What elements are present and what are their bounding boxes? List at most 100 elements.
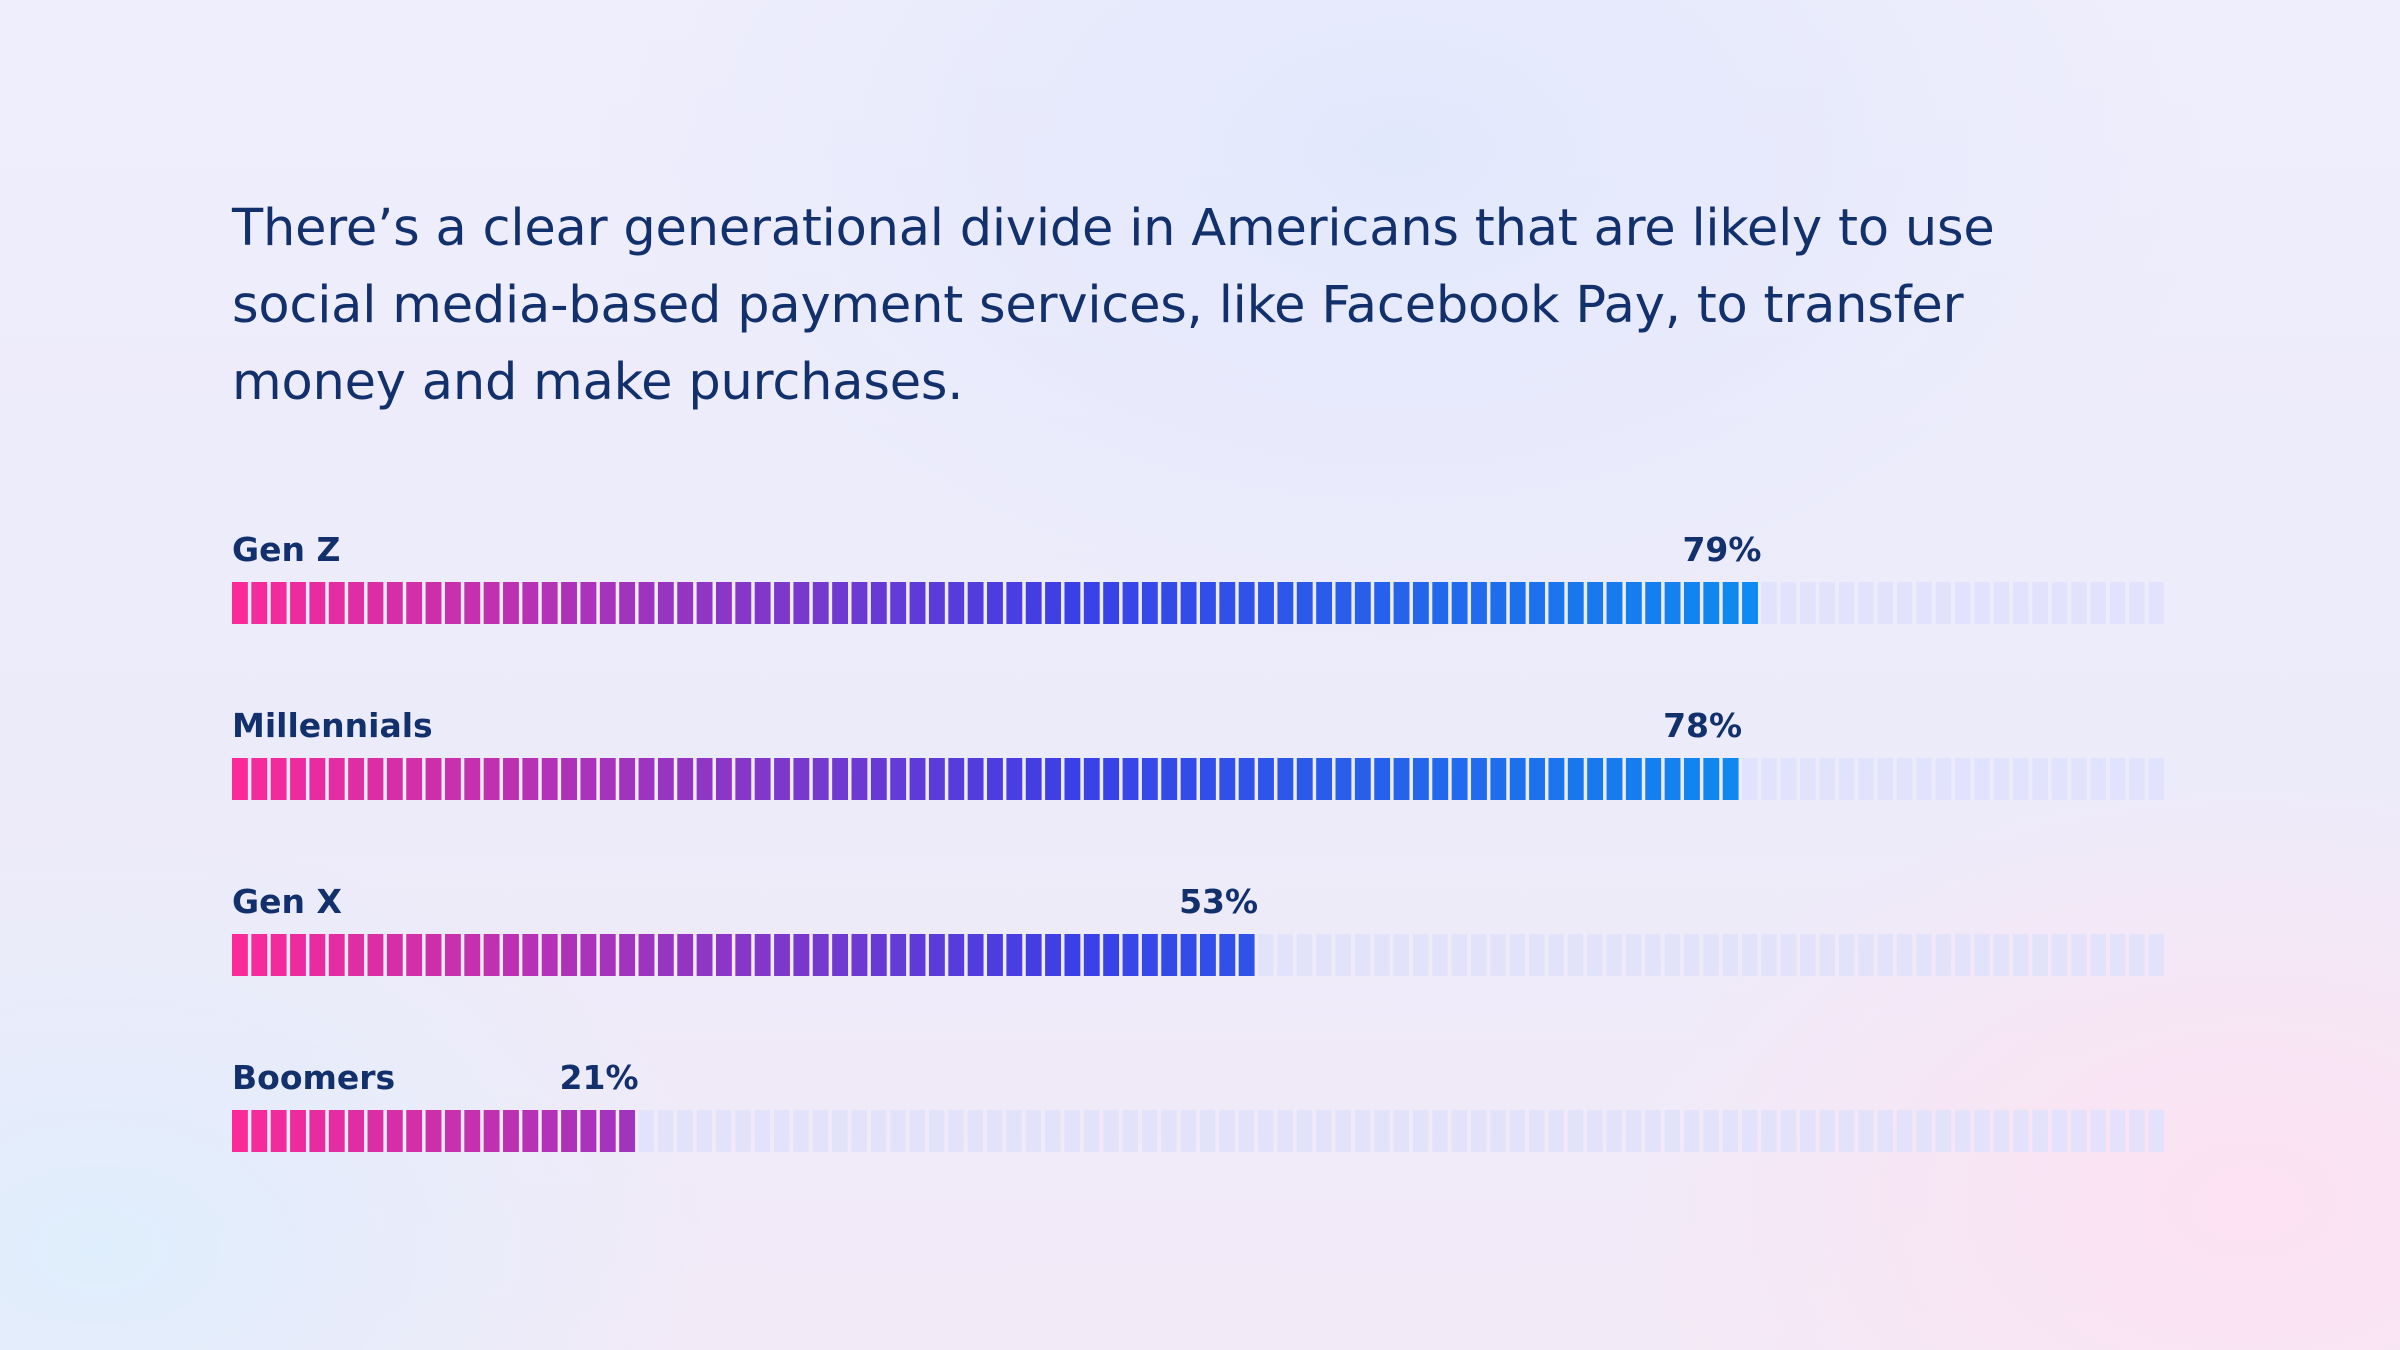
bar-segment-filled bbox=[677, 582, 694, 624]
bar-segment-empty bbox=[1684, 934, 1700, 976]
bar-segment-empty bbox=[1277, 1110, 1293, 1152]
bar-segment-filled bbox=[657, 758, 674, 800]
bar-segment-filled bbox=[367, 934, 384, 976]
bar-segment-filled bbox=[1219, 582, 1236, 624]
bar-segment-filled bbox=[1412, 758, 1429, 800]
bar-segment-filled bbox=[890, 582, 907, 624]
bar-segment-filled bbox=[967, 582, 984, 624]
bar-segment-filled bbox=[1122, 758, 1139, 800]
bar-segment-empty bbox=[2129, 1110, 2145, 1152]
chart-title: There’s a clear generational divide in A… bbox=[232, 199, 1995, 412]
bar-segment-filled bbox=[1219, 758, 1236, 800]
bar-segment-empty bbox=[1471, 1110, 1487, 1152]
bar-segment-empty bbox=[1141, 1110, 1158, 1152]
bar-segment-filled bbox=[851, 582, 868, 624]
bar-segment-empty bbox=[1838, 934, 1855, 976]
bar-segment-filled bbox=[444, 1110, 461, 1152]
bar-segment-empty bbox=[1083, 1110, 1100, 1152]
bar-segment-filled bbox=[464, 582, 481, 624]
bar-segment-empty bbox=[1432, 934, 1448, 976]
bar-segment-empty bbox=[1296, 1110, 1313, 1152]
bar-segment-filled bbox=[832, 758, 849, 800]
bar-segment-empty bbox=[1335, 1110, 1351, 1152]
bar-segment-filled bbox=[328, 758, 345, 800]
bar-segment-filled bbox=[367, 1110, 384, 1152]
bar-segment-empty bbox=[1838, 758, 1855, 800]
bar-segment-filled bbox=[1141, 582, 1158, 624]
bar-segment-filled bbox=[425, 582, 442, 624]
bar-segment-empty bbox=[2071, 758, 2087, 800]
bar-segment-filled bbox=[851, 934, 868, 976]
bar-segment-empty bbox=[1877, 1110, 1893, 1152]
bar-segment-filled bbox=[1122, 582, 1139, 624]
bar-segment-empty bbox=[1316, 934, 1332, 976]
bar-segment-filled bbox=[1296, 758, 1313, 800]
bar-value-label: 79% bbox=[1682, 530, 1762, 569]
bar-segment-filled bbox=[1103, 934, 1120, 976]
bar-segment-empty bbox=[696, 1110, 712, 1152]
bar-svg bbox=[232, 758, 2164, 800]
bar-segment-filled bbox=[1161, 934, 1178, 976]
bar-segment-filled bbox=[1006, 758, 1023, 800]
bar-segment-empty bbox=[1780, 934, 1797, 976]
bar-segment-empty bbox=[1509, 1110, 1526, 1152]
bar-segment-filled bbox=[1529, 758, 1545, 800]
bar-segment-filled bbox=[1277, 582, 1294, 624]
bar-segment-filled bbox=[1238, 758, 1255, 800]
bar-segment-filled bbox=[541, 1110, 558, 1152]
bar-track bbox=[232, 582, 2168, 624]
bar-segment-filled bbox=[464, 1110, 481, 1152]
bar-segment-filled bbox=[444, 582, 461, 624]
bar-segment-filled bbox=[1645, 758, 1662, 800]
bar-segment-filled bbox=[890, 934, 907, 976]
bar-segment-filled bbox=[599, 1110, 616, 1152]
bar-segment-empty bbox=[1916, 758, 1932, 800]
bar-segment-empty bbox=[1374, 934, 1390, 976]
bar-segment-empty bbox=[1703, 1110, 1719, 1152]
bar-segment-filled bbox=[754, 758, 771, 800]
bar-segment-empty bbox=[1645, 1110, 1661, 1152]
bar-segment-filled bbox=[348, 934, 365, 976]
bar-label: Gen X bbox=[232, 882, 342, 921]
bar-segment-filled bbox=[386, 1110, 403, 1152]
bar-segment-filled bbox=[580, 934, 597, 976]
bar-segment-empty bbox=[1393, 934, 1409, 976]
bar-segment-empty bbox=[1122, 1110, 1138, 1152]
bar-segment-empty bbox=[2051, 1110, 2068, 1152]
bar-segment-filled bbox=[870, 582, 887, 624]
bar-segment-empty bbox=[657, 1110, 674, 1152]
bar-segment-filled bbox=[541, 582, 558, 624]
bar-segment-filled bbox=[928, 582, 945, 624]
bar-segment-filled bbox=[1200, 934, 1216, 976]
bar-segment-filled bbox=[1587, 758, 1604, 800]
bar-segment-empty bbox=[1761, 758, 1777, 800]
bar-segment-empty bbox=[1200, 1110, 1216, 1152]
bar-segment-filled bbox=[793, 934, 810, 976]
bar-segment-empty bbox=[1916, 934, 1932, 976]
bar-segment-filled bbox=[909, 582, 926, 624]
bar-segment-filled bbox=[735, 582, 752, 624]
bar-segment-filled bbox=[1412, 582, 1429, 624]
bar-segment-filled bbox=[599, 582, 616, 624]
bar-segment-filled bbox=[541, 758, 558, 800]
bar-segment-filled bbox=[870, 758, 887, 800]
bar-segment-filled bbox=[1567, 758, 1584, 800]
bar-segment-filled bbox=[1180, 934, 1197, 976]
bar-segment-filled bbox=[270, 934, 287, 976]
bar-segment-filled bbox=[444, 934, 461, 976]
bar-segment-filled bbox=[1064, 582, 1081, 624]
bar-segment-empty bbox=[2071, 1110, 2087, 1152]
bar-segment-filled bbox=[1045, 758, 1061, 800]
bar-segment-filled bbox=[1451, 582, 1468, 624]
bar-segment-filled bbox=[1238, 582, 1255, 624]
bar-segment-empty bbox=[1780, 582, 1797, 624]
bar-svg bbox=[232, 934, 2164, 976]
bar-segment-empty bbox=[812, 1110, 829, 1152]
bar-segment-filled bbox=[251, 758, 268, 800]
bar-segment-empty bbox=[1258, 934, 1274, 976]
bar-segment-empty bbox=[1703, 934, 1719, 976]
bar-segment-filled bbox=[1006, 582, 1023, 624]
bar-segment-empty bbox=[851, 1110, 867, 1152]
bar-segment-empty bbox=[1974, 758, 1990, 800]
bar-segment-empty bbox=[1471, 934, 1487, 976]
